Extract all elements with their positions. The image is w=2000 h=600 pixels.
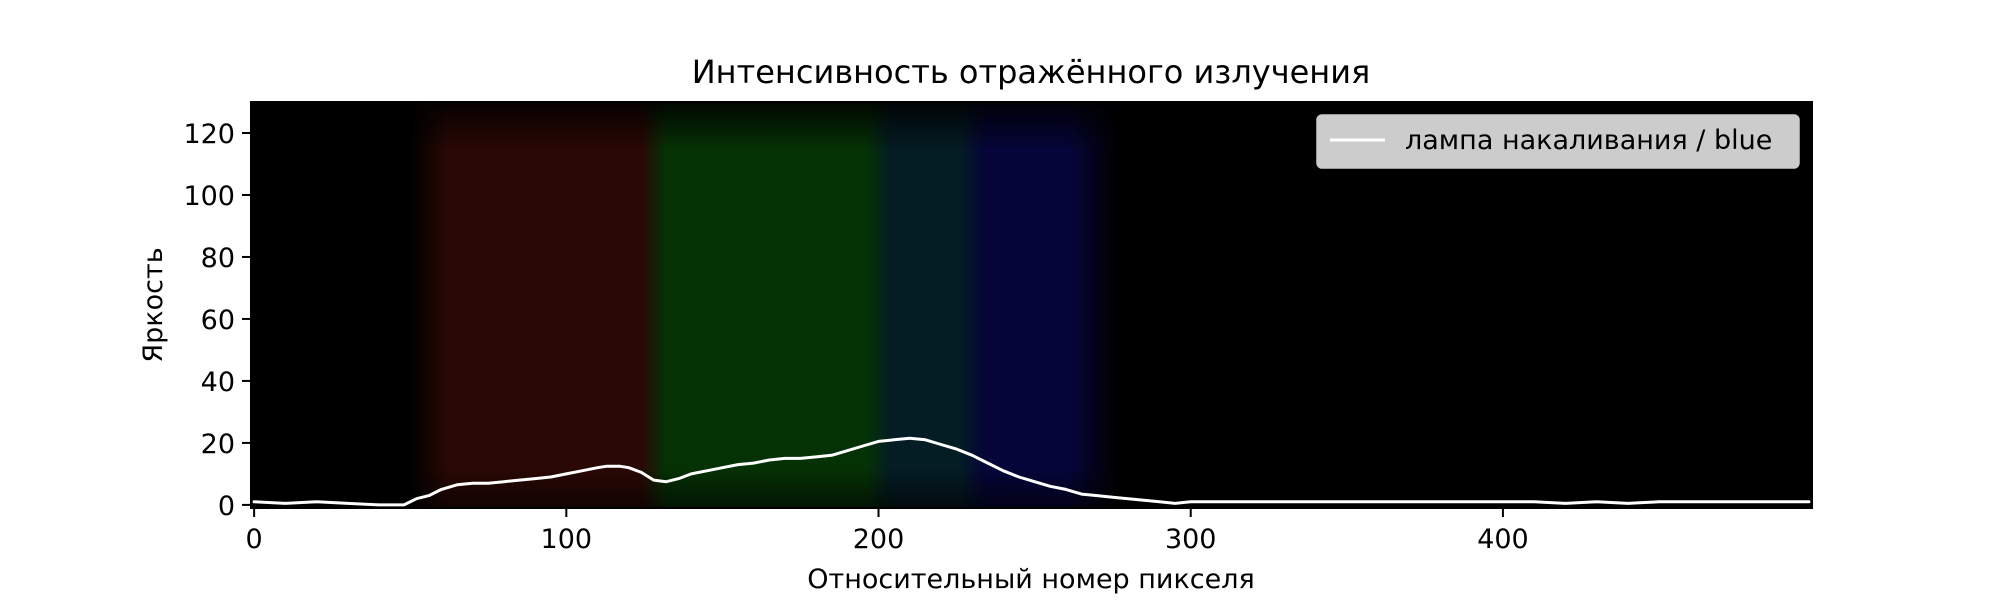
y-tick-label: 80 <box>201 243 235 274</box>
y-tick-label: 60 <box>201 305 235 336</box>
x-tick-label: 400 <box>1477 524 1529 555</box>
series-line-1 <box>252 436 1811 507</box>
legend-label: лампа накаливания / blue <box>1405 125 1772 156</box>
spectrum-vertical-fade <box>251 102 1812 508</box>
y-axis-label: Яркость <box>138 247 169 362</box>
x-tick-label: 200 <box>853 524 905 555</box>
plot-frame <box>250 101 1813 509</box>
x-tick-label: 100 <box>541 524 593 555</box>
y-tick-label: 0 <box>218 491 235 522</box>
y-tick-label: 100 <box>183 181 235 212</box>
y-tick-label: 120 <box>183 119 235 150</box>
y-axis: 0 20 40 60 80 100 120 <box>183 119 251 522</box>
x-axis-label: Относительный номер пикселя <box>807 564 1255 595</box>
series-layer <box>252 436 1811 507</box>
plot-area <box>250 101 1813 509</box>
x-axis: 0 100 200 300 400 <box>246 508 1529 555</box>
x-tick-label: 300 <box>1165 524 1217 555</box>
y-tick-label: 40 <box>201 367 235 398</box>
x-tick-label: 0 <box>246 524 263 555</box>
legend-box <box>1316 114 1800 169</box>
y-tick-label: 20 <box>201 429 235 460</box>
legend: лампа накаливания / blue <box>1316 114 1800 169</box>
chart-title: Интенсивность отражённого излучения <box>692 53 1371 91</box>
